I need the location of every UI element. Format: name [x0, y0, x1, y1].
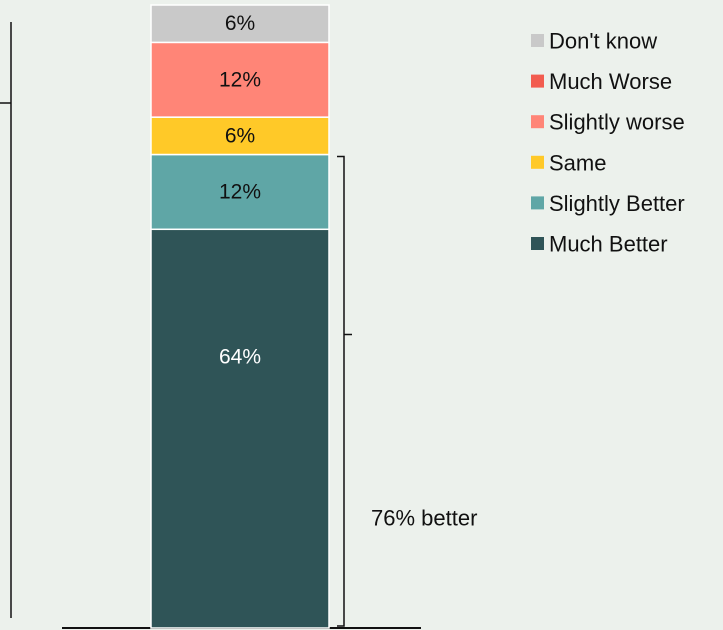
data-label-slightly-worse: 12%	[219, 68, 261, 91]
legend-label-slightly-worse: Slightly worse	[549, 110, 685, 135]
legend-swatch-same	[531, 155, 544, 169]
legend-swatch-much-better	[531, 237, 544, 250]
legend: Don't know Much Worse Slightly worse Same Sl…	[531, 29, 685, 257]
legend-label-slightly-better: Slightly Better	[549, 191, 685, 216]
legend-swatch-don-t-know	[531, 34, 544, 47]
data-label-slightly-better: 12%	[219, 180, 261, 203]
legend-label-much-worse: Much Worse	[549, 69, 672, 94]
legend-label-much-better: Much Better	[549, 232, 668, 257]
bar-segment-much-better	[150, 228, 330, 629]
data-label-much-better: 64%	[219, 345, 261, 368]
bar-stack: 64% 12% 6% 12% 6%	[150, 4, 330, 629]
bar-segment-don-t-know	[150, 4, 330, 44]
bracket-line	[337, 155, 352, 627]
legend-label-don-t-know: Don't know	[549, 29, 657, 54]
legend-swatch-much-worse	[531, 74, 544, 88]
better-annotation: 76% better	[371, 506, 477, 531]
bar-segment-slightly-worse	[150, 41, 330, 118]
legend-swatch-slightly-worse	[531, 115, 544, 129]
data-label-don-t-know: 6%	[225, 12, 255, 35]
data-label-same: 6%	[225, 124, 255, 147]
legend-label-same: Same	[549, 150, 606, 175]
legend-swatch-slightly-better	[531, 196, 544, 210]
better-bracket	[337, 155, 352, 627]
bar-segment-slightly-better	[150, 153, 330, 231]
